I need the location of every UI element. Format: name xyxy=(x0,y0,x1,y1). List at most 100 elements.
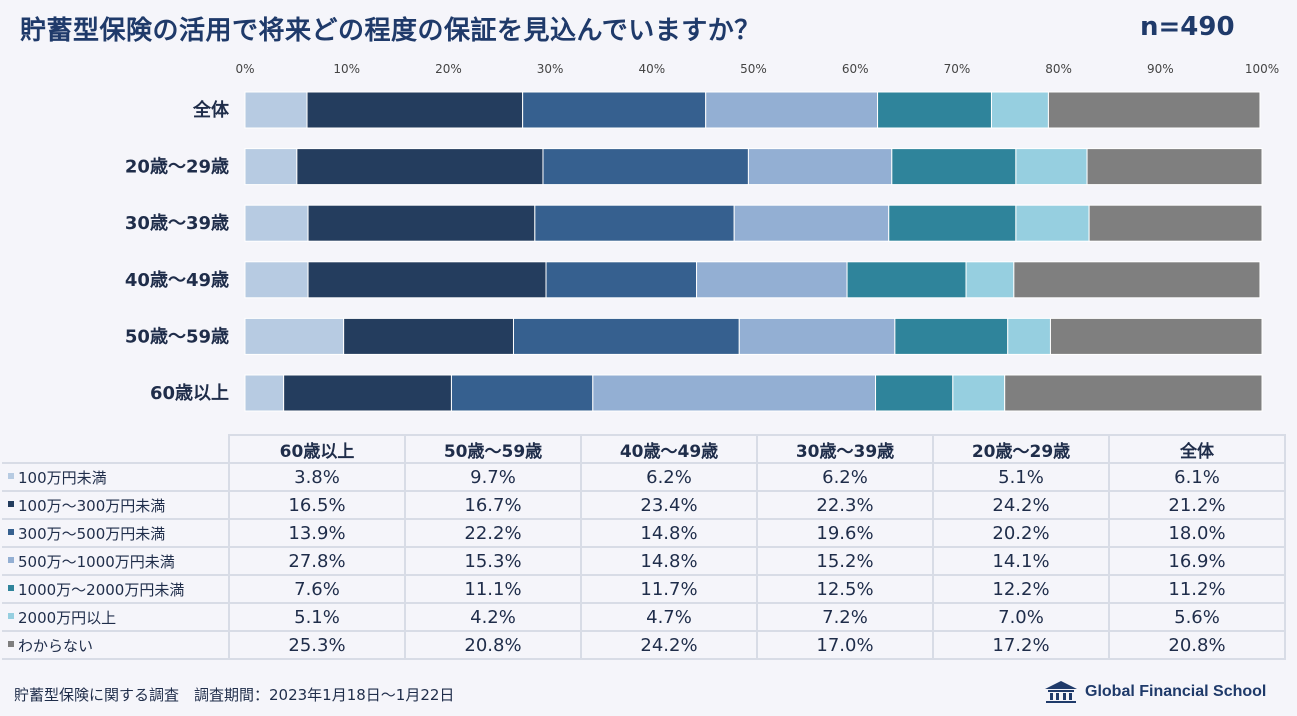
table-cell: 24.2% xyxy=(932,490,1110,520)
table-cell: 14.8% xyxy=(580,518,758,548)
bar-segment xyxy=(894,317,1009,355)
legend-swatch xyxy=(8,557,14,563)
table-cell: 13.9% xyxy=(228,518,406,548)
sample-size: n=490 xyxy=(1140,12,1235,42)
table-row-label: 500万～1000万円未満 xyxy=(2,546,230,576)
bar-segment xyxy=(244,204,309,242)
bar-segment xyxy=(545,261,698,299)
table-row: 100万～300万円未満 16.5% 16.7% 23.4% 22.3% 24.2% 21.… xyxy=(2,490,1286,520)
bar-segment xyxy=(1004,374,1263,412)
table-cell: 11.2% xyxy=(1108,574,1286,604)
table-cell: 22.2% xyxy=(404,518,582,548)
table-cell: 11.7% xyxy=(580,574,758,604)
x-tick-label: 60% xyxy=(842,62,869,76)
x-tick-label: 0% xyxy=(235,62,254,76)
category-label: 全体 xyxy=(192,99,230,121)
table-row: 1000万～2000万円未満 7.6% 11.1% 11.7% 12.5% 12.2% 11… xyxy=(2,574,1286,604)
chart-title: 貯蓄型保険の活用で将来どの程度の保証を見込んでいますか？ xyxy=(20,16,761,46)
footer-note: 貯蓄型保険に関する調査 調査期間：2023年1月18日～1月22日 xyxy=(14,686,455,704)
bar-segment xyxy=(244,91,308,129)
table-cell: 23.4% xyxy=(580,490,758,520)
bar-segment xyxy=(542,148,749,186)
table-cell: 16.7% xyxy=(404,490,582,520)
table-cell: 3.8% xyxy=(228,462,406,492)
table-row-label: 100万円未満 xyxy=(2,462,230,492)
bar-segment xyxy=(534,204,735,242)
bar-segment xyxy=(877,91,992,129)
table-header-row: 60歳以上 50歳～59歳 40歳～49歳 30歳～39歳 20歳～29歳 全体 xyxy=(2,434,1286,464)
table-column-header: 50歳～59歳 xyxy=(404,434,582,464)
table-cell: 21.2% xyxy=(1108,490,1286,520)
table-cell: 20.8% xyxy=(404,630,582,660)
bar-segment xyxy=(1088,204,1263,242)
bar-segment xyxy=(450,374,594,412)
table-row: 300万～500万円未満 13.9% 22.2% 14.8% 19.6% 20.2% 18.… xyxy=(2,518,1286,548)
table-column-header: 全体 xyxy=(1108,434,1286,464)
table-row: 100万円未満 3.8% 9.7% 6.2% 6.2% 5.1% 6.1% xyxy=(2,462,1286,492)
bar-segment xyxy=(1015,148,1088,186)
bar-segment xyxy=(990,91,1049,129)
table-cell: 6.2% xyxy=(580,462,758,492)
table-cell: 17.2% xyxy=(932,630,1110,660)
table-cell: 20.8% xyxy=(1108,630,1286,660)
table-cell: 14.1% xyxy=(932,546,1110,576)
table-cell: 4.2% xyxy=(404,602,582,632)
bar-segment xyxy=(705,91,879,129)
table-cell: 9.7% xyxy=(404,462,582,492)
table-cell: 17.0% xyxy=(756,630,934,660)
bar-segment xyxy=(846,261,967,299)
table-cell: 16.5% xyxy=(228,490,406,520)
legend-label: 2000万円以上 xyxy=(18,608,117,627)
x-tick-label: 10% xyxy=(333,62,360,76)
table-cell: 11.1% xyxy=(404,574,582,604)
bar-segment xyxy=(1013,261,1261,299)
bar-segment xyxy=(512,317,740,355)
table-cell: 5.6% xyxy=(1108,602,1286,632)
stacked-bar-chart: 0% 10% 20% 30% 40% 50% 60% 70% 80% 90% 100% 全体 20歳～… xyxy=(125,62,1279,412)
table-row-label: 300万～500万円未満 xyxy=(2,518,230,548)
table-row-label: 100万～300万円未満 xyxy=(2,490,230,520)
bar-segment xyxy=(283,374,452,412)
school-building-icon xyxy=(1045,681,1077,703)
table-cell: 20.2% xyxy=(932,518,1110,548)
table-cell: 7.2% xyxy=(756,602,934,632)
legend-swatch xyxy=(8,529,14,535)
legend-label: 100万～300万円未満 xyxy=(18,496,166,515)
table-row: 500万～1000万円未満 27.8% 15.3% 14.8% 15.2% 14.1% 16… xyxy=(2,546,1286,576)
category-label: 50歳～59歳 xyxy=(125,326,229,347)
bar-segment xyxy=(244,148,298,186)
x-tick-label: 50% xyxy=(740,62,767,76)
bar-segment xyxy=(1086,148,1263,186)
legend-label: わからない xyxy=(18,636,94,655)
category-label: 40歳～49歳 xyxy=(125,270,229,291)
x-tick-label: 80% xyxy=(1045,62,1072,76)
bar-segment xyxy=(244,317,345,355)
bar-segment xyxy=(888,204,1017,242)
table-cell: 7.6% xyxy=(228,574,406,604)
x-tick-label: 30% xyxy=(537,62,564,76)
legend-swatch xyxy=(8,641,14,647)
table-cell: 6.1% xyxy=(1108,462,1286,492)
table-cell: 5.1% xyxy=(932,462,1110,492)
legend-swatch xyxy=(8,473,14,479)
bar-segment xyxy=(244,374,285,412)
table-cell: 27.8% xyxy=(228,546,406,576)
category-label: 30歳～39歳 xyxy=(125,213,229,234)
x-tick-label: 40% xyxy=(638,62,665,76)
bar-segment xyxy=(306,91,524,129)
legend-swatch xyxy=(8,501,14,507)
legend-label: 300万～500万円未満 xyxy=(18,524,166,543)
table-cell: 6.2% xyxy=(756,462,934,492)
table-cell: 16.9% xyxy=(1108,546,1286,576)
bar-segment xyxy=(738,317,896,355)
table-column-header: 60歳以上 xyxy=(228,434,406,464)
legend-swatch xyxy=(8,585,14,591)
table-column-header: 40歳～49歳 xyxy=(580,434,758,464)
table-column-header: 30歳～39歳 xyxy=(756,434,934,464)
bar-segment xyxy=(733,204,890,242)
brand-logo: Global Financial School xyxy=(1043,680,1266,704)
category-label: 60歳以上 xyxy=(150,383,229,404)
table-row-label: 1000万～2000万円未満 xyxy=(2,574,230,604)
bar-segment xyxy=(307,204,536,242)
table-row: 2000万円以上 5.1% 4.2% 4.7% 7.2% 7.0% 5.6% xyxy=(2,602,1286,632)
